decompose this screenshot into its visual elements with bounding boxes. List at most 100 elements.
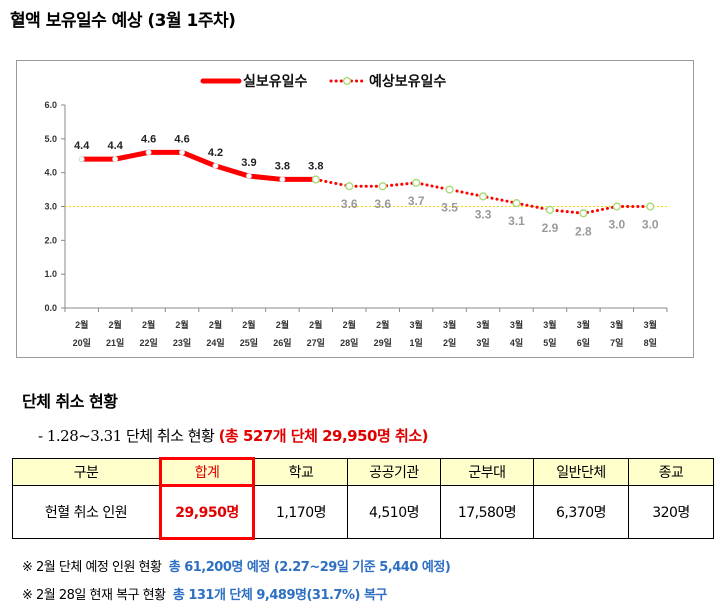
blood-supply-chart: 0.0 1.0 2.0 3.0 4.0 5.0 6.0 2월 20일 2월 21일 2월 22일 2월 23… xyxy=(16,60,694,358)
header-total: 합계 xyxy=(159,457,255,487)
x-tick-label-month: 2월 xyxy=(309,319,322,330)
forecast-point xyxy=(345,182,354,191)
note-planned-prefix: ※ 2월 단체 예정 인원 현황 xyxy=(22,560,162,575)
header-public: 공공기관 xyxy=(347,458,441,486)
x-tick-label-day: 28일 xyxy=(340,337,358,348)
summary-line: - 1.28~3.31 단체 취소 현황 (총 527개 단체 29,950명 … xyxy=(38,425,428,446)
cell-total: 29,950명 xyxy=(159,484,255,540)
y-tick-label: 2.0 xyxy=(44,235,57,245)
x-tick-label-day: 7일 xyxy=(610,337,623,348)
x-tick-label-month: 3월 xyxy=(443,319,456,330)
x-tick-label-day: 21일 xyxy=(106,337,124,348)
forecast-point xyxy=(478,192,488,201)
cell-religion: 320명 xyxy=(628,485,714,539)
cell-category: 헌혈 취소 인원 xyxy=(12,485,161,539)
cell-general: 6,370명 xyxy=(533,485,629,539)
actual-data-label: 4.2 xyxy=(208,147,223,159)
x-tick-label-day: 27일 xyxy=(307,337,325,348)
actual-data-label: 4.4 xyxy=(74,140,90,152)
forecast-point xyxy=(512,199,521,208)
summary-highlight: (총 527개 단체 29,950명 취소) xyxy=(218,427,429,445)
forecast-point xyxy=(412,178,421,187)
x-tick-label-day: 1일 xyxy=(410,337,423,348)
legend-forecast-marker xyxy=(342,76,352,86)
summary-prefix: - 1.28~3.31 xyxy=(38,427,122,445)
x-tick-label-day: 24일 xyxy=(206,337,224,348)
x-tick-label-month: 2월 xyxy=(75,319,88,330)
header-category: 구분 xyxy=(12,458,161,486)
x-tick-label-month: 3월 xyxy=(410,319,423,330)
series-actual-line xyxy=(79,149,319,182)
note-planned-highlight: 총 61,200명 예정 (2.27~29일 기준 5,440 예정) xyxy=(168,560,451,575)
forecast-data-label: 3.7 xyxy=(408,194,425,208)
y-tick-label: 4.0 xyxy=(44,168,57,178)
section-title: 단체 취소 현황 xyxy=(22,392,118,411)
x-tick-label-day: 23일 xyxy=(173,337,191,348)
note-recovered-prefix: ※ 2월 28일 현재 복구 현황 xyxy=(22,588,166,603)
actual-data-label: 4.6 xyxy=(141,133,156,145)
note-recovered-highlight: 총 131개 단체 9,489명(31.7%) 복구 xyxy=(172,588,388,603)
forecast-point xyxy=(579,209,588,218)
cancel-table: 구분 합계 학교 공공기관 군부대 일반단체 종교 헌혈 취소 인원 29,95… xyxy=(12,457,714,540)
x-tick-label-day: 5일 xyxy=(543,337,556,348)
actual-data-label: 3.9 xyxy=(241,157,256,169)
note-planned: ※ 2월 단체 예정 인원 현황 총 61,200명 예정 (2.27~29일 … xyxy=(22,556,451,575)
actual-point xyxy=(279,176,286,183)
x-tick-label-month: 3월 xyxy=(543,319,556,330)
forecast-data-label: 2.8 xyxy=(575,224,592,238)
x-tick-label-day: 25일 xyxy=(240,337,258,348)
x-tick-label-day: 26일 xyxy=(273,337,291,348)
actual-point xyxy=(212,162,219,169)
x-tick-label-month: 3월 xyxy=(577,319,590,330)
table-header-row: 구분 합계 학교 공공기관 군부대 일반단체 종교 xyxy=(12,457,714,487)
actual-point xyxy=(245,173,252,180)
actual-point xyxy=(179,149,186,156)
y-tick-label: 1.0 xyxy=(44,269,57,279)
forecast-point xyxy=(545,205,555,214)
header-school: 학교 xyxy=(253,458,348,486)
x-tick-label-day: 6일 xyxy=(577,337,590,348)
x-tick-label-month: 2월 xyxy=(242,319,255,330)
x-tick-label-day: 20일 xyxy=(73,337,91,348)
x-tick-label-month: 2월 xyxy=(109,319,122,330)
y-tick-label: 0.0 xyxy=(44,303,57,313)
legend-forecast-label: 예상보유일수 xyxy=(369,74,446,90)
x-tick-label-month: 3월 xyxy=(476,319,489,330)
header-general: 일반단체 xyxy=(533,458,629,486)
x-tick-label-day: 4일 xyxy=(510,337,523,348)
x-tick-label-day: 3일 xyxy=(476,337,489,348)
x-tick-label-day: 8일 xyxy=(644,337,657,348)
header-religion: 종교 xyxy=(628,458,714,486)
x-tick-label-month: 3월 xyxy=(644,319,657,330)
actual-point xyxy=(112,156,119,163)
forecast-point xyxy=(612,202,621,211)
forecast-data-label: 3.0 xyxy=(608,218,625,232)
x-tick-label-day: 22일 xyxy=(139,337,157,348)
x-tick-label-month: 3월 xyxy=(610,319,623,330)
actual-data-label: 4.4 xyxy=(108,140,124,152)
actual-data-label: 4.6 xyxy=(174,133,189,145)
x-tick-label-month: 2월 xyxy=(209,319,222,330)
chart-svg: 0.0 1.0 2.0 3.0 4.0 5.0 6.0 2월 20일 2월 21일 2월 22일 2월 23… xyxy=(44,74,668,348)
header-military: 군부대 xyxy=(440,458,534,486)
x-tick-label-month: 2월 xyxy=(142,319,155,330)
forecast-data-label: 2.9 xyxy=(542,221,559,235)
legend-actual-label: 실보유일수 xyxy=(243,74,308,90)
table-row: 헌혈 취소 인원 29,950명 1,170명 4,510명 17,580명 6… xyxy=(12,484,714,540)
y-tick-label: 6.0 xyxy=(44,100,57,110)
cell-military: 17,580명 xyxy=(440,485,534,539)
summary-text: 단체 취소 현황 xyxy=(121,427,219,445)
actual-data-label: 3.8 xyxy=(275,160,290,172)
x-tick-label-month: 3월 xyxy=(510,319,523,330)
forecast-data-label: 3.3 xyxy=(475,207,492,221)
forecast-point xyxy=(646,202,655,211)
y-tick-label: 5.0 xyxy=(44,134,57,144)
cell-school: 1,170명 xyxy=(253,485,348,539)
x-tick-label-month: 2월 xyxy=(175,319,188,330)
y-tick-label: 3.0 xyxy=(44,202,57,212)
forecast-data-label: 3.6 xyxy=(341,197,358,211)
actual-data-label: 3.8 xyxy=(308,160,323,172)
page-title: 혈액 보유일수 예상 (3월 1주차) xyxy=(10,11,236,31)
x-tick-label-month: 2월 xyxy=(376,319,389,330)
actual-point xyxy=(145,149,152,156)
